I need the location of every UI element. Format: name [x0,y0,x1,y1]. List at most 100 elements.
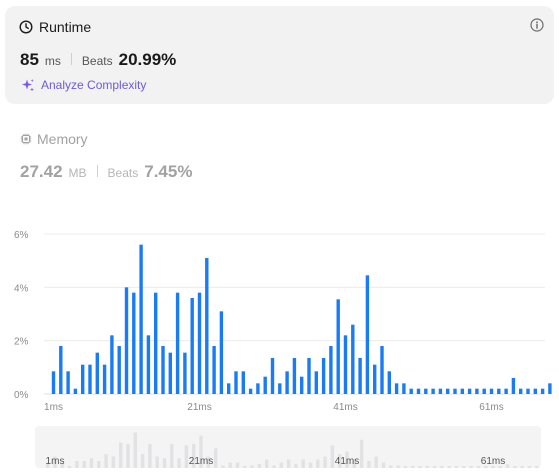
bar [132,292,136,394]
overview-bar [46,462,50,468]
overview-bar [243,466,247,468]
bar [175,292,180,394]
bar [263,376,267,394]
bar [270,358,275,394]
overview-bar [432,466,437,468]
overview-bar [389,465,393,468]
bar [416,388,421,394]
overview-bar [381,462,386,468]
overview-bar [133,432,137,468]
bar [373,364,377,394]
bar [453,388,457,394]
bar [387,371,391,394]
info-icon[interactable] [530,18,544,32]
overview-tick-label: 21ms [189,456,213,467]
overview-bar [330,445,335,468]
bar [88,364,92,394]
overview-tick-label: 41ms [335,456,359,467]
runtime-beats-label: Beats [81,54,113,68]
bar [110,335,114,394]
bar [351,324,355,394]
bar [73,388,78,394]
overview-bar [192,443,196,468]
overview-tick-label: 1ms [46,456,65,467]
overview-bar [104,454,108,468]
runtime-card[interactable]: Runtime 85 ms Beats 20.99% Analyze Compl… [5,6,554,104]
runtime-title: Runtime [19,19,91,35]
bar [475,388,479,394]
memory-section[interactable]: Memory 27.42 MB Beats 7.45% [20,131,192,181]
bar [409,388,413,394]
overview-bar [374,456,378,468]
bar [205,258,209,394]
x-tick-label: 61ms [479,402,503,413]
bar [519,388,523,394]
overview-bar [440,466,444,468]
bar [329,346,333,394]
overview-bar [199,435,203,468]
overview-bar [520,466,524,468]
overview-bar [308,462,313,468]
overview-bar [126,443,130,468]
bar [497,388,501,394]
range-navigator[interactable]: 1ms21ms41ms61ms82ms102ms122ms [35,426,546,468]
bar [227,383,231,394]
x-tick-label: 1ms [44,402,63,413]
bar [533,388,537,394]
memory-unit: MB [68,166,87,180]
analyze-complexity-button[interactable]: Analyze Complexity [21,78,146,92]
overview-bar [425,466,429,468]
overview-bar [286,459,291,468]
range-navigator-chart: 1ms21ms41ms61ms82ms102ms122ms [46,432,546,468]
overview-bar [527,466,532,468]
overview-bar [60,462,64,468]
bar [190,298,194,394]
bar [504,388,508,394]
bar [51,371,56,394]
overview-bar [82,461,86,468]
bar [102,364,107,394]
overview-bar [67,466,72,468]
bar [380,346,384,394]
runtime-distribution-chart[interactable]: 0%2%4%6%1ms21ms41ms61ms82ms102ms122ms [0,220,559,420]
bar [460,388,464,394]
overview-bar [119,442,123,468]
overview-bar [396,465,400,468]
overview-bar [89,458,94,468]
memory-beats-value: 7.45% [144,162,193,181]
overview-bar [316,459,320,468]
overview-bar [484,466,488,468]
overview-bar [170,443,174,468]
bar [511,378,516,394]
bar [424,388,428,394]
bar [59,346,63,394]
overview-bar [184,445,189,468]
overview-bar [476,466,481,468]
overview-bar [345,451,349,468]
bar [248,388,253,394]
overview-bar [162,458,167,468]
y-tick-label: 4% [14,283,29,294]
overview-bar [148,443,152,468]
overview-bar [367,461,371,468]
bar [292,358,297,394]
analyze-complexity-label: Analyze Complexity [41,78,147,92]
bar [336,299,340,394]
overview-bar [513,466,517,468]
overview-bar [279,462,283,468]
x-tick-label: 21ms [187,402,211,413]
overview-bar [294,463,298,468]
overview-bar [75,461,79,468]
bar [139,244,143,394]
overview-bar [53,456,57,468]
bar [467,388,472,394]
overview-bar [403,466,408,468]
bar [365,275,370,394]
overview-bar [140,454,145,468]
bar [278,383,282,394]
overview-bar [213,448,218,468]
memory-title-label: Memory [37,131,88,147]
overview-bar [447,466,451,468]
bar [431,388,435,394]
overview-bar [155,456,159,468]
